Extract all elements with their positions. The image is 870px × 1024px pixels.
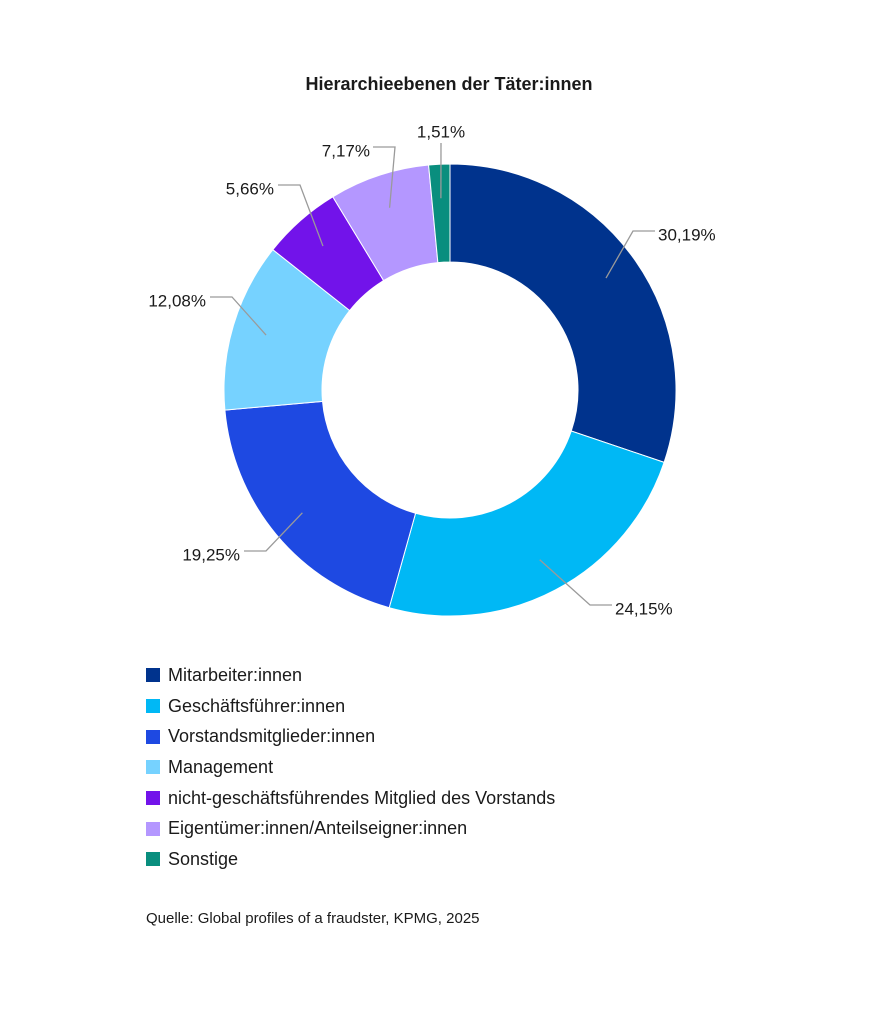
legend-swatch	[146, 791, 160, 806]
data-label-2: 19,25%	[182, 545, 240, 564]
leader-line-0	[605, 230, 655, 279]
legend-swatch	[146, 852, 160, 867]
leader-line-1	[539, 559, 612, 606]
leader-line-2	[244, 512, 303, 552]
legend-swatch	[146, 699, 160, 714]
legend-item: Geschäftsführer:innen	[146, 691, 555, 722]
data-label-4: 5,66%	[226, 179, 274, 198]
legend-swatch	[146, 821, 160, 836]
legend-label: Vorstandsmitglieder:innen	[168, 726, 376, 747]
legend-item: nicht-geschäftsführendes Mitglied des Vo…	[146, 783, 555, 814]
legend-label: Geschäftsführer:innen	[168, 695, 346, 716]
legend-label: Eigentümer:innen/Anteilseigner:innen	[168, 818, 468, 839]
legend-label: Management	[168, 756, 274, 777]
slice-2	[224, 400, 417, 609]
legend-label: Mitarbeiter:innen	[168, 664, 303, 685]
leader-line-3	[210, 296, 267, 336]
legend-label: Sonstige	[168, 848, 239, 869]
legend-item: Management	[146, 752, 555, 783]
leader-line-4	[278, 184, 324, 247]
legend-item: Eigentümer:innen/Anteilseigner:innen	[146, 813, 555, 844]
chart-legend: Mitarbeiter:innen Geschäftsführer:innen Vo…	[146, 660, 555, 875]
data-label-3: 12,08%	[148, 291, 206, 310]
legend-swatch	[146, 760, 160, 775]
data-label-1: 24,15%	[615, 599, 673, 618]
leader-line-5	[373, 146, 396, 208]
data-label-0: 30,19%	[658, 225, 716, 244]
source-note: Quelle: Global profiles of a fraudster, …	[146, 910, 480, 927]
legend-item: Vorstandsmitglieder:innen	[146, 721, 555, 752]
chart-title: Hierarchieebenen der Täter:innen	[305, 74, 593, 94]
data-label-6: 1,51%	[417, 122, 465, 141]
legend-item: Mitarbeiter:innen	[146, 660, 555, 691]
slice-1	[388, 430, 665, 617]
legend-swatch	[146, 729, 160, 744]
donut-chart: 30,19% 24,15% 19,25% 12,08% 5,66% 7,17% 1,51%	[148, 122, 716, 618]
legend-item: Sonstige	[146, 844, 555, 875]
slice-6	[428, 163, 451, 264]
legend-swatch	[146, 668, 160, 683]
data-label-5: 7,17%	[322, 141, 370, 160]
slice-0	[449, 163, 677, 463]
legend-label: nicht-geschäftsführendes Mitglied des Vo…	[168, 787, 556, 808]
